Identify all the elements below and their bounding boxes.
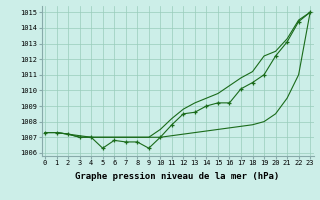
X-axis label: Graphe pression niveau de la mer (hPa): Graphe pression niveau de la mer (hPa) — [76, 172, 280, 181]
